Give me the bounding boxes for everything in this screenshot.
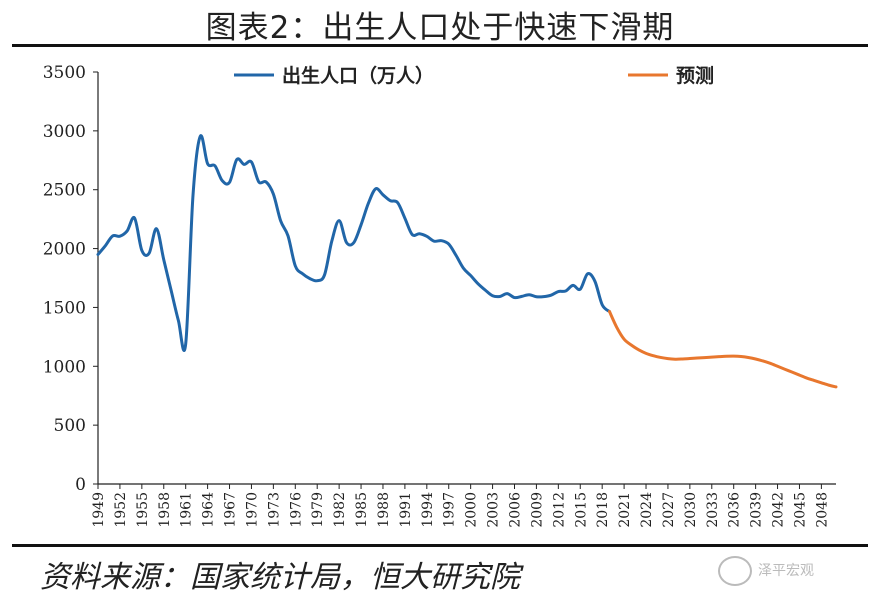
x-tick-label: 2003	[486, 492, 502, 528]
x-tick-label: 2027	[661, 492, 677, 528]
x-tick-label: 1979	[310, 492, 326, 528]
x-tick-label: 1985	[354, 492, 370, 528]
top-rule	[12, 44, 868, 47]
x-tick-label: 2039	[749, 492, 765, 528]
y-tick-label: 1500	[43, 298, 86, 318]
legend-label-1: 预测	[676, 65, 714, 87]
y-tick-label: 2500	[43, 181, 86, 201]
y-tick-label: 3000	[43, 122, 86, 142]
bottom-rule	[12, 544, 868, 547]
x-tick-label: 1997	[442, 492, 458, 528]
y-tick-label: 3500	[43, 63, 86, 83]
x-tick-label: 2048	[814, 492, 830, 528]
x-tick-label: 1991	[398, 492, 414, 528]
x-tick-label: 2021	[617, 492, 633, 528]
x-tick-label: 1961	[179, 492, 195, 528]
birth-population-chart: 0 500 1000 1500 2000 2500 3000 3500 1949 1952 1955…	[43, 63, 838, 528]
x-tick-label: 2015	[573, 492, 589, 528]
legend-label-0: 出生人口（万人）	[282, 64, 434, 87]
watermark-logo-icon	[718, 556, 752, 586]
x-tick-label: 2033	[705, 492, 721, 528]
x-tick-label: 2000	[464, 492, 480, 528]
watermark: 泽平宏观	[718, 556, 814, 586]
y-tick-label: 2000	[43, 240, 86, 260]
series-line-0	[96, 134, 611, 353]
x-tick-label: 1949	[91, 492, 107, 528]
x-tick-label: 1958	[157, 492, 173, 528]
x-tick-label: 1976	[288, 492, 304, 528]
x-tick-label: 2012	[551, 492, 567, 528]
x-tick-label: 1952	[113, 492, 129, 528]
watermark-text: 泽平宏观	[758, 563, 814, 579]
axes	[93, 71, 836, 489]
y-tick-label: 500	[54, 416, 86, 436]
series-line-1	[607, 310, 838, 389]
x-tick-label: 1964	[201, 492, 217, 528]
x-tick-label: 2018	[595, 492, 611, 528]
y-tick-label: 1000	[43, 357, 86, 377]
page-title: 图表2：出生人口处于快速下滑期	[205, 10, 675, 46]
x-tick-label: 2036	[727, 492, 743, 528]
x-tick-label: 1982	[332, 492, 348, 528]
legend: 出生人口（万人） 预测	[234, 64, 714, 87]
y-tick-label: 0	[75, 475, 86, 495]
x-tick-label: 1973	[266, 492, 282, 528]
x-tick-label: 2045	[792, 492, 808, 528]
x-tick-label: 2024	[639, 492, 655, 528]
x-tick-label: 2042	[771, 492, 787, 528]
x-tick-label: 1967	[223, 492, 239, 528]
x-tick-label: 1955	[135, 492, 151, 528]
x-tick-label: 2009	[529, 492, 545, 528]
x-tick-label: 2030	[683, 492, 699, 528]
tick-labels: 0 500 1000 1500 2000 2500 3000 3500 1949 1952 1955…	[43, 63, 831, 528]
series-lines	[96, 134, 838, 389]
x-tick-label: 1988	[376, 492, 392, 528]
source-note: 资料来源：国家统计局，恒大研究院	[40, 560, 520, 595]
x-tick-label: 2006	[507, 492, 523, 528]
x-tick-label: 1970	[244, 492, 260, 528]
x-tick-label: 1994	[420, 492, 436, 528]
